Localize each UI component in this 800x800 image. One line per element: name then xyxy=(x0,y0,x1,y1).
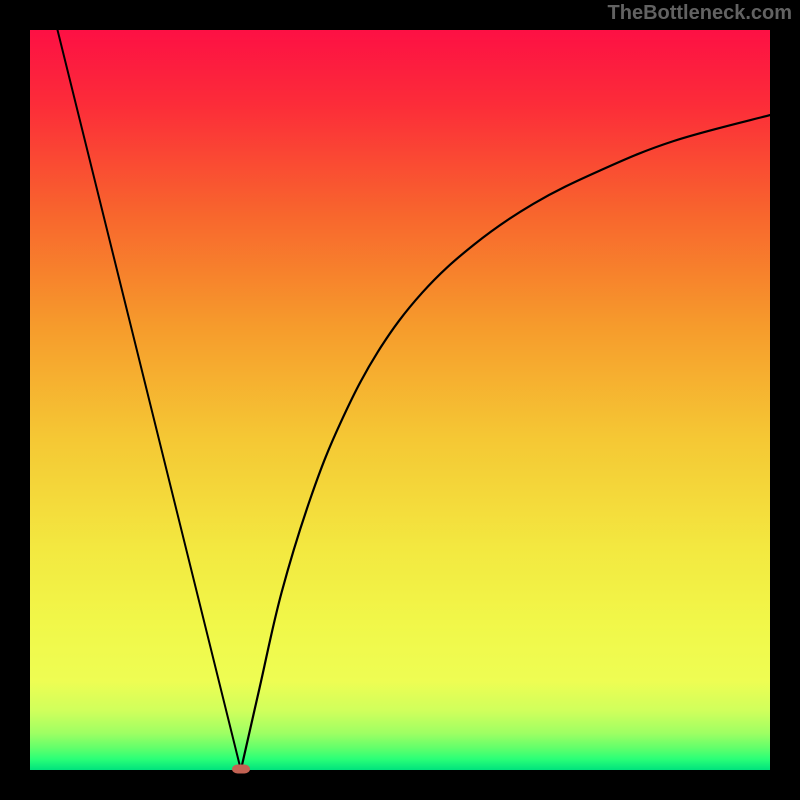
watermark-text: TheBottleneck.com xyxy=(608,2,792,25)
curve-right-branch xyxy=(241,115,770,770)
minimum-marker xyxy=(232,764,250,773)
curve-left-branch xyxy=(30,30,241,770)
chart-container: TheBottleneck.com xyxy=(0,0,800,800)
curve-layer xyxy=(30,30,770,770)
plot-area xyxy=(30,30,770,770)
